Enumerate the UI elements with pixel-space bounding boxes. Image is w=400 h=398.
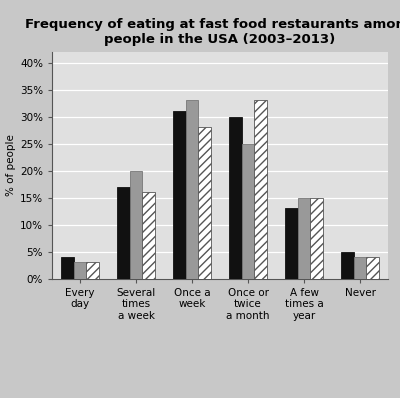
Bar [354, 257, 366, 279]
Bar [198, 127, 211, 279]
Bar [310, 197, 323, 279]
Bar [298, 197, 310, 279]
Bar [285, 209, 298, 279]
Bar [366, 257, 379, 279]
Bar [229, 117, 242, 279]
Bar [242, 144, 254, 279]
Bar [173, 111, 186, 279]
Bar [117, 187, 130, 279]
Y-axis label: % of people: % of people [6, 134, 16, 196]
Bar [186, 100, 198, 279]
Bar [130, 171, 142, 279]
Title: Frequency of eating at fast food restaurants among
people in the USA (2003–2013): Frequency of eating at fast food restaur… [25, 18, 400, 47]
Bar [86, 262, 99, 279]
Bar [341, 252, 354, 279]
Bar [74, 262, 86, 279]
Bar [61, 257, 74, 279]
Bar [142, 192, 155, 279]
Bar [254, 100, 267, 279]
